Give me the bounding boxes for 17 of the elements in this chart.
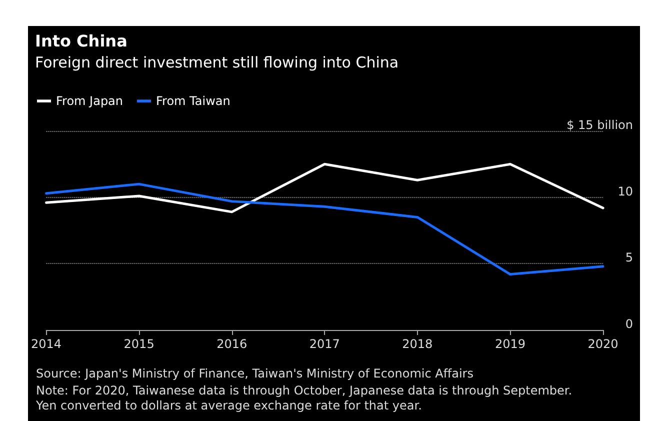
y-tick-label: 10 (618, 184, 633, 198)
x-tick-label: 2015 (124, 337, 154, 351)
text: Note: For 2020, Taiwanese data is through October, Japanese data is through September. Yen converted to dollars at average exchange rate for that year. (35, 384, 576, 412)
legend-label: From Japan (56, 94, 124, 108)
chart-subtitle: Foreign direct investment still flowing into China (35, 54, 399, 72)
x-tick-label: 2020 (588, 337, 618, 351)
legend-label: From Taiwan (156, 94, 230, 108)
x-tick-label: 2018 (402, 337, 433, 351)
x-tick-label: 2014 (30, 337, 62, 351)
x-tick-label: 2019 (494, 337, 526, 351)
chart-title: Into China (35, 32, 128, 50)
source-note: Source: Japan's Ministry of Finance, Taiwan's Ministry of Economic Affairs (36, 366, 474, 380)
x-tick-label: 2016 (216, 337, 248, 351)
y-tick-label: 0 (625, 317, 633, 331)
x-tick-label: 2017 (309, 337, 340, 351)
y-tick-label: 5 (625, 250, 633, 265)
y-tick-label: $ 15 billion (566, 118, 633, 132)
